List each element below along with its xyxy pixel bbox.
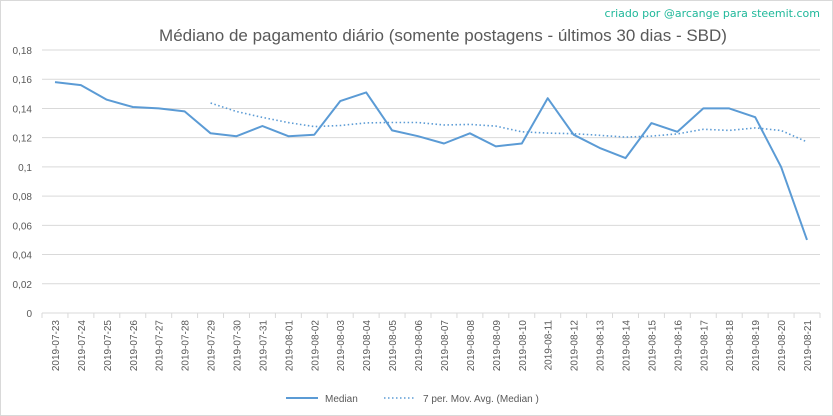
x-tick-label: 2019-08-02 (310, 320, 321, 372)
x-tick-label: 2019-08-12 (570, 320, 581, 372)
x-tick-label: 2019-07-24 (77, 320, 88, 372)
y-tick-label: 0,1 (18, 163, 32, 174)
x-tick-label: 2019-08-07 (440, 320, 451, 372)
x-tick-label: 2019-08-11 (544, 320, 555, 371)
x-tick-label: 2019-07-29 (207, 320, 218, 372)
y-tick-label: 0,04 (13, 251, 33, 262)
x-tick-label: 2019-08-08 (466, 320, 477, 372)
moving-average-line (210, 102, 808, 143)
chart-title: Médiano de pagamento diário (somente pos… (159, 26, 727, 45)
gridlines (42, 49, 820, 285)
y-tick-label: 0,02 (13, 280, 33, 291)
x-tick-label: 2019-07-31 (258, 320, 269, 372)
x-tick-label: 2019-07-23 (51, 320, 62, 372)
legend: Median 7 per. Mov. Avg. (Median ) (286, 394, 539, 405)
x-tick-label: 2019-07-25 (103, 320, 114, 372)
x-tick-label: 2019-08-15 (647, 320, 658, 372)
y-tick-label: 0 (26, 309, 32, 320)
y-tick-label: 0,12 (13, 134, 33, 145)
axes: 0 0,02 0,04 0,06 0,08 0,1 0,12 0,14 0,16 0,18 2019… (13, 46, 821, 372)
x-tick-label: 2019-08-20 (777, 320, 788, 372)
y-tick-label: 0,08 (13, 192, 33, 203)
x-tick-label: 2019-08-03 (336, 320, 347, 372)
y-tick-label: 0,14 (13, 104, 33, 115)
x-tick-label: 2019-07-28 (181, 320, 192, 372)
y-tick-label: 0,18 (13, 46, 33, 57)
x-tick-label: 2019-08-21 (803, 320, 814, 372)
credit-text: criado por @arcange para steemit.com (604, 7, 820, 20)
x-tick-label: 2019-08-19 (751, 320, 762, 372)
x-tick-label: 2019-08-14 (622, 320, 633, 372)
x-tick-label: 2019-08-17 (699, 320, 710, 372)
x-tick-label: 2019-07-26 (129, 320, 140, 372)
x-tick-label: 2019-08-13 (596, 320, 607, 372)
x-tick-label: 2019-08-04 (362, 320, 373, 372)
x-tick-label: 2019-08-16 (673, 320, 684, 372)
x-tick-label: 2019-07-27 (155, 320, 166, 372)
legend-label: 7 per. Mov. Avg. (Median ) (423, 394, 539, 405)
x-tick-label: 2019-08-09 (492, 320, 503, 372)
x-tick-label: 2019-08-10 (518, 320, 529, 372)
legend-label: Median (325, 394, 358, 405)
x-tick-label: 2019-08-18 (725, 320, 736, 372)
series-lines (54, 81, 808, 241)
median-line (54, 81, 808, 241)
y-tick-label: 0,16 (13, 75, 33, 86)
x-tick-label: 2019-08-01 (284, 320, 295, 372)
x-tick-label: 2019-08-05 (388, 320, 399, 372)
x-tick-label: 2019-08-06 (414, 320, 425, 372)
y-tick-label: 0,06 (13, 221, 33, 232)
x-tick-label: 2019-07-30 (233, 320, 244, 372)
